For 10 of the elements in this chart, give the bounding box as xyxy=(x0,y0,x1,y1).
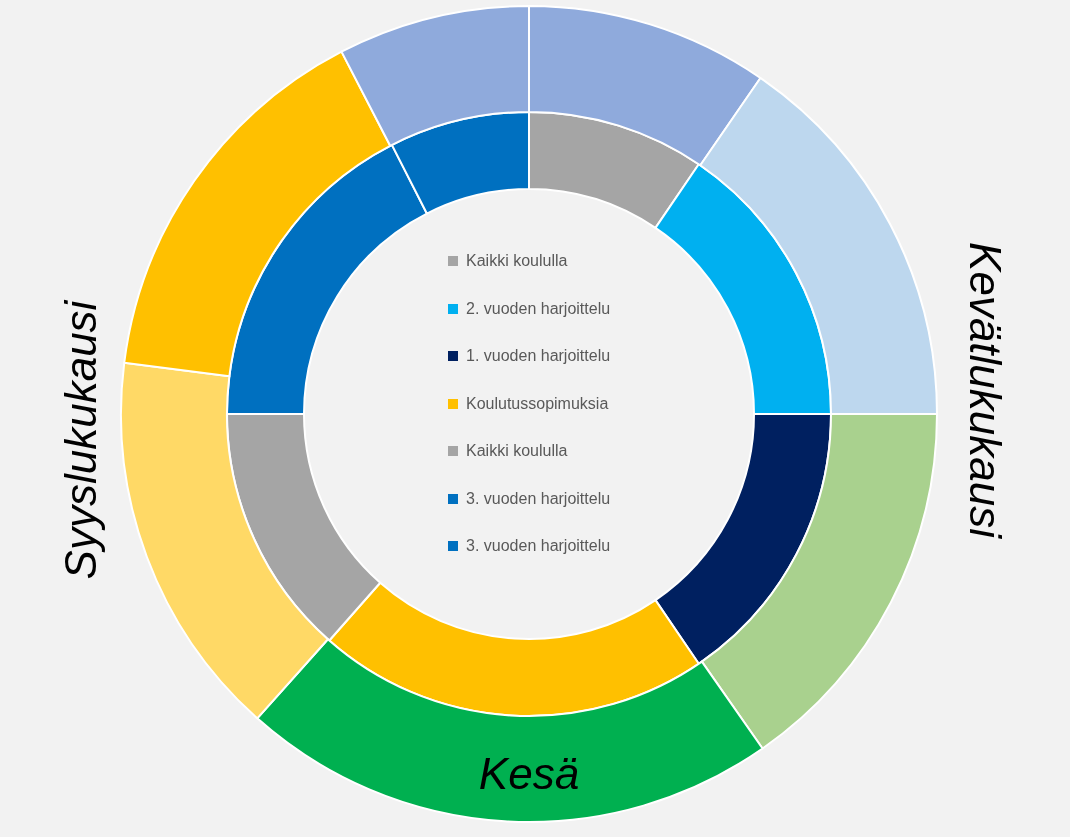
legend-label: 3. vuoden harjoittelu xyxy=(466,537,611,556)
legend-label: 3. vuoden harjoittelu xyxy=(466,489,611,508)
legend-label: 2. vuoden harjoittelu xyxy=(466,299,611,318)
legend-label: Koulutussopimuksia xyxy=(466,394,609,413)
legend-label: 1. vuoden harjoittelu xyxy=(466,347,611,366)
legend-label: Kaikki koululla xyxy=(466,252,568,271)
legend-label: Kaikki koululla xyxy=(466,442,568,461)
text: Syyslukukausi xyxy=(55,299,105,580)
text: Kesä xyxy=(478,748,580,798)
text: Kevätlukukausi xyxy=(960,242,1010,540)
